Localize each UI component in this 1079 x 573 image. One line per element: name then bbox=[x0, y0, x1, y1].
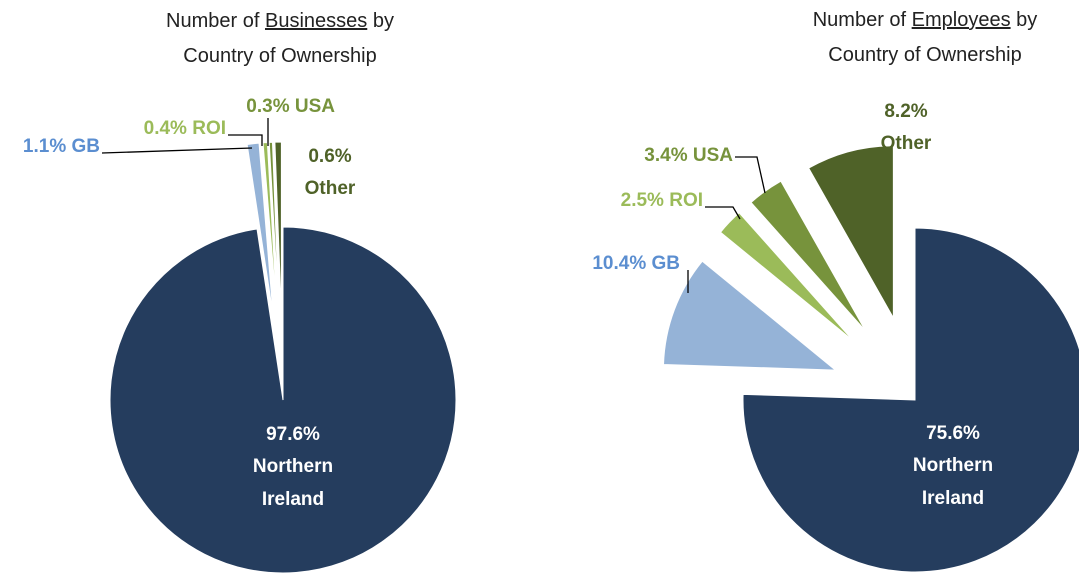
label-line: Northern bbox=[253, 456, 333, 477]
data-label: 10.4% GB bbox=[592, 253, 680, 274]
title-emphasis: Businesses bbox=[264, 10, 368, 32]
category-label: USA bbox=[295, 96, 335, 117]
pie-slice bbox=[268, 141, 280, 316]
label-line: Ireland bbox=[922, 488, 984, 509]
category-label: Northern Ireland bbox=[913, 455, 993, 509]
category-label: ROI bbox=[669, 190, 703, 211]
data-label: 0.6% bbox=[308, 146, 351, 167]
pie-slice bbox=[274, 141, 282, 316]
data-label: 0.4% ROI bbox=[144, 118, 226, 139]
title-emphasis: Employees bbox=[911, 9, 1011, 31]
category-label: Other bbox=[305, 178, 356, 199]
category-label: ROI bbox=[192, 118, 226, 139]
pie-slice bbox=[742, 227, 1079, 573]
category-label: GB bbox=[652, 253, 681, 274]
value-label: 2.5% bbox=[621, 190, 664, 211]
value-label: 0.3% bbox=[246, 96, 289, 117]
pie-slice bbox=[750, 180, 866, 332]
data-label: 97.6% bbox=[266, 424, 320, 445]
leader-line bbox=[101, 147, 253, 154]
pie-slice bbox=[663, 260, 837, 371]
leader-line bbox=[705, 206, 741, 220]
pie-slice bbox=[246, 142, 274, 316]
pie-slice bbox=[109, 226, 457, 573]
value-label: 3.4% bbox=[644, 145, 687, 166]
label-line: Other bbox=[881, 133, 932, 154]
leader-line bbox=[228, 134, 263, 146]
category-label: USA bbox=[693, 145, 733, 166]
label-line: Ireland bbox=[262, 489, 324, 510]
data-label: 2.5% ROI bbox=[621, 190, 703, 211]
label-line: Other bbox=[305, 178, 356, 199]
category-label: GB bbox=[72, 136, 101, 157]
data-label: 3.4% USA bbox=[644, 145, 733, 166]
category-label: Other bbox=[881, 133, 932, 154]
data-label: 1.1% GB bbox=[23, 136, 100, 157]
leader-line bbox=[735, 156, 766, 194]
value-label: 0.4% bbox=[144, 118, 187, 139]
pie-slice bbox=[808, 145, 894, 320]
data-label: 8.2% bbox=[884, 101, 927, 122]
value-label: 1.1% bbox=[23, 136, 66, 157]
chart-title: Number of Employees by Country of Owners… bbox=[812, 9, 1038, 66]
value-label: 10.4% bbox=[592, 253, 646, 274]
pie-slice bbox=[719, 212, 855, 342]
category-label: Northern Ireland bbox=[253, 456, 333, 510]
data-label: 75.6% bbox=[926, 423, 980, 444]
data-label: 0.3% USA bbox=[246, 96, 335, 117]
label-line: Northern bbox=[913, 455, 993, 476]
chart-title: Number of Businesses by Country of Owner… bbox=[166, 10, 394, 67]
